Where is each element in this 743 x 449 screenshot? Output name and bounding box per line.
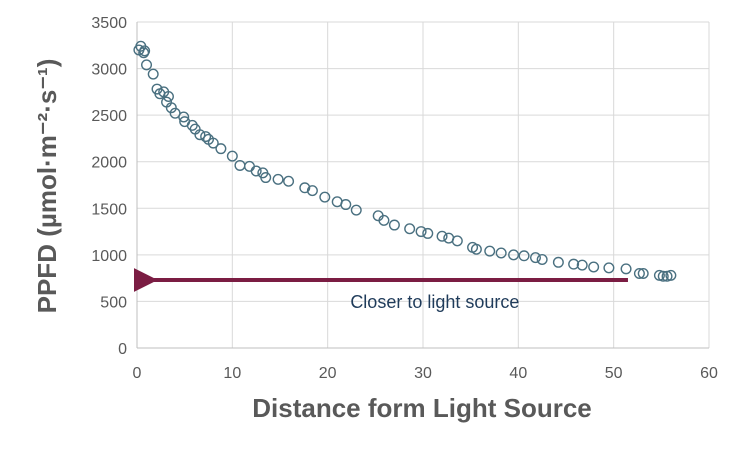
x-tick-label: 10 — [223, 365, 241, 382]
data-point — [194, 129, 206, 141]
axes — [136, 22, 709, 349]
data-point — [529, 252, 541, 264]
data-point — [495, 247, 507, 259]
data-point — [588, 261, 600, 273]
x-tick-label: 20 — [319, 365, 337, 382]
data-point — [200, 131, 212, 143]
data-point — [340, 199, 352, 211]
data-point — [162, 91, 174, 103]
x-tick-label: 50 — [605, 365, 623, 382]
data-point — [451, 235, 463, 247]
annotation-label: Closer to light source — [350, 292, 519, 312]
y-tick-labels: 0 500 1000 1500 2000 2500 3000 3500 — [91, 15, 127, 358]
data-points — [133, 40, 677, 282]
data-point — [186, 119, 198, 131]
y-tick-label: 3000 — [91, 62, 127, 79]
data-point — [260, 172, 272, 184]
data-point — [319, 191, 331, 203]
data-point — [552, 256, 564, 268]
data-point — [422, 227, 434, 239]
data-point — [139, 45, 151, 57]
x-tick-labels: 0 10 20 30 40 50 60 — [133, 365, 718, 382]
data-point — [350, 204, 362, 216]
data-point — [484, 245, 496, 257]
data-point — [404, 223, 416, 235]
data-point — [165, 102, 177, 114]
data-point — [518, 250, 530, 262]
data-point — [568, 258, 580, 270]
data-point — [637, 267, 649, 279]
x-tick-label: 60 — [700, 365, 718, 382]
gridlines — [137, 21, 710, 348]
data-point — [665, 269, 677, 281]
data-point — [536, 254, 548, 266]
data-point — [207, 137, 219, 149]
y-tick-label: 3500 — [91, 15, 127, 32]
data-point — [633, 267, 645, 279]
y-tick-label: 500 — [100, 294, 127, 311]
x-tick-label: 30 — [414, 365, 432, 382]
data-point — [508, 249, 520, 261]
data-point — [283, 175, 295, 187]
data-point — [603, 262, 615, 274]
y-tick-label: 2000 — [91, 155, 127, 172]
y-tick-label: 2500 — [91, 108, 127, 125]
data-point — [576, 259, 588, 271]
y-tick-label: 1000 — [91, 248, 127, 265]
data-point — [436, 230, 448, 242]
data-point — [272, 173, 284, 185]
y-tick-label: 0 — [118, 341, 127, 358]
x-axis-title: Distance form Light Source — [252, 393, 592, 423]
data-point — [620, 263, 632, 275]
data-point — [378, 214, 390, 226]
data-point — [141, 59, 153, 71]
data-point — [215, 143, 227, 155]
y-axis-title: PPFD (µmol·m⁻²·s⁻¹) — [32, 59, 62, 314]
data-point — [306, 185, 318, 197]
data-point — [388, 219, 400, 231]
data-point — [299, 182, 311, 194]
y-tick-label: 1500 — [91, 201, 127, 218]
data-point — [415, 226, 427, 238]
x-tick-label: 0 — [133, 365, 142, 382]
data-point — [657, 270, 669, 282]
data-point — [147, 68, 159, 80]
annotation: Closer to light source — [133, 268, 628, 312]
data-point — [178, 111, 190, 123]
data-point — [470, 243, 482, 255]
data-point — [250, 165, 262, 177]
x-tick-label: 40 — [509, 365, 527, 382]
data-point — [226, 150, 238, 162]
data-point — [243, 160, 255, 172]
